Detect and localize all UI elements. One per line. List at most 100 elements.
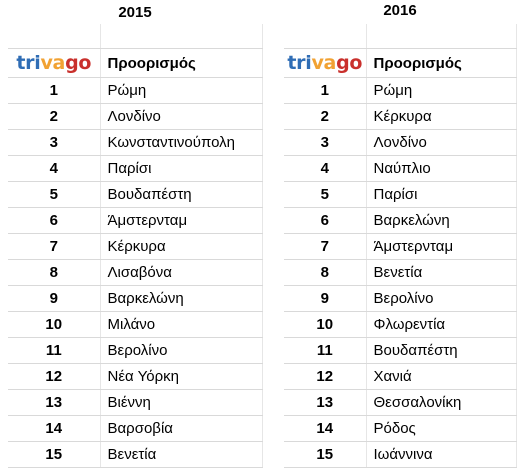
rank-cell: 12	[8, 363, 101, 390]
rank-cell: 2	[8, 103, 101, 130]
rank-cell: 14	[8, 415, 101, 442]
destination-cell: Άμστερνταμ	[366, 233, 517, 260]
rank-cell: 9	[284, 285, 367, 312]
destination-cell: Βενετία	[100, 441, 263, 468]
destination-cell: Ιωάννινα	[366, 441, 517, 468]
rank-cell: 8	[8, 259, 101, 286]
logo-part: tri	[16, 52, 41, 74]
destination-cell: Λονδίνο	[366, 129, 517, 156]
rank-cell: 12	[284, 363, 367, 390]
table-row: 13 Θεσσαλονίκη	[284, 389, 517, 416]
destination-cell: Βερολίνο	[366, 285, 517, 312]
spacer-row	[8, 24, 263, 49]
destination-cell: Κωνσταντινούπολη	[100, 129, 263, 156]
trivago-logo: trivago	[8, 48, 101, 78]
trivago-logo: trivago	[284, 48, 367, 78]
rank-cell: 9	[8, 285, 101, 312]
year-heading-2016: 2016	[383, 2, 417, 19]
destination-cell: Κέρκυρα	[366, 103, 517, 130]
table-row: 7 Άμστερνταμ	[284, 233, 517, 260]
rank-cell: 11	[284, 337, 367, 364]
rank-cell: 15	[284, 441, 367, 468]
table-row: 3 Κωνσταντινούπολη	[8, 129, 263, 156]
year-heading-2015: 2015	[118, 4, 152, 21]
table-row: 12 Χανιά	[284, 363, 517, 390]
table-row: 11 Βουδαπέστη	[284, 337, 517, 364]
logo-part: go	[336, 52, 363, 74]
logo-part: va	[311, 52, 337, 74]
table-row: 14 Ρόδος	[284, 415, 517, 442]
table-row: 8 Βενετία	[284, 259, 517, 286]
ranking-table-2016: trivago Προορισμός 1 Ρώμη 2 Κέρκυρα 3 Λονδίνο 4 Ν…	[284, 24, 517, 468]
rank-cell: 10	[8, 311, 101, 338]
rank-cell: 8	[284, 259, 367, 286]
destination-cell: Μιλάνο	[100, 311, 263, 338]
empty-cell	[100, 24, 263, 49]
table-row: 15 Ιωάννινα	[284, 441, 517, 468]
rank-cell: 4	[284, 155, 367, 182]
rank-cell: 2	[284, 103, 367, 130]
destination-cell: Λισαβόνα	[100, 259, 263, 286]
logo-part: tri	[287, 52, 312, 74]
empty-cell	[8, 24, 101, 49]
destination-cell: Φλωρεντία	[366, 311, 517, 338]
rank-cell: 6	[8, 207, 101, 234]
table-row: 9 Βαρκελώνη	[8, 285, 263, 312]
rank-cell: 15	[8, 441, 101, 468]
table-row: 10 Φλωρεντία	[284, 311, 517, 338]
rank-cell: 14	[284, 415, 367, 442]
table-row: 3 Λονδίνο	[284, 129, 517, 156]
rank-cell: 7	[284, 233, 367, 260]
rank-cell: 10	[284, 311, 367, 338]
empty-cell	[366, 24, 517, 49]
destination-cell: Βενετία	[366, 259, 517, 286]
logo-part: go	[65, 52, 92, 74]
column-header-destination: Προορισμός	[366, 48, 517, 78]
rank-cell: 3	[284, 129, 367, 156]
destination-cell: Βαρσοβία	[100, 415, 263, 442]
rank-cell: 7	[8, 233, 101, 260]
rank-cell: 11	[8, 337, 101, 364]
rank-cell: 13	[8, 389, 101, 416]
rank-cell: 1	[8, 77, 101, 104]
destination-cell: Βουδαπέστη	[100, 181, 263, 208]
empty-cell	[284, 24, 367, 49]
destination-cell: Θεσσαλονίκη	[366, 389, 517, 416]
rank-cell: 4	[8, 155, 101, 182]
destination-cell: Ρόδος	[366, 415, 517, 442]
logo-text: trivago	[287, 52, 362, 74]
destination-cell: Ναύπλιο	[366, 155, 517, 182]
destination-cell: Χανιά	[366, 363, 517, 390]
destination-cell: Κέρκυρα	[100, 233, 263, 260]
table-row: 5 Παρίσι	[284, 181, 517, 208]
table-row: 7 Κέρκυρα	[8, 233, 263, 260]
destination-cell: Παρίσι	[100, 155, 263, 182]
rank-cell: 1	[284, 77, 367, 104]
table-row: 10 Μιλάνο	[8, 311, 263, 338]
destination-cell: Ρώμη	[366, 77, 517, 104]
destination-cell: Βουδαπέστη	[366, 337, 517, 364]
table-row: 1 Ρώμη	[8, 77, 263, 104]
table-row: 5 Βουδαπέστη	[8, 181, 263, 208]
rank-cell: 6	[284, 207, 367, 234]
table-row: 9 Βερολίνο	[284, 285, 517, 312]
table-row: 11 Βερολίνο	[8, 337, 263, 364]
table-row: 6 Άμστερνταμ	[8, 207, 263, 234]
table-row: 15 Βενετία	[8, 441, 263, 468]
table-row: 2 Λονδίνο	[8, 103, 263, 130]
logo-part: va	[40, 52, 66, 74]
destination-cell: Βαρκελώνη	[366, 207, 517, 234]
rank-cell: 3	[8, 129, 101, 156]
table-row: 6 Βαρκελώνη	[284, 207, 517, 234]
table-row: 8 Λισαβόνα	[8, 259, 263, 286]
header-row: trivago Προορισμός	[8, 48, 263, 78]
logo-text: trivago	[16, 52, 91, 74]
table-row: 4 Ναύπλιο	[284, 155, 517, 182]
rank-cell: 5	[284, 181, 367, 208]
table-row: 14 Βαρσοβία	[8, 415, 263, 442]
table-row: 4 Παρίσι	[8, 155, 263, 182]
destination-cell: Λονδίνο	[100, 103, 263, 130]
rank-cell: 5	[8, 181, 101, 208]
header-row: trivago Προορισμός	[284, 48, 517, 78]
destination-cell: Βαρκελώνη	[100, 285, 263, 312]
